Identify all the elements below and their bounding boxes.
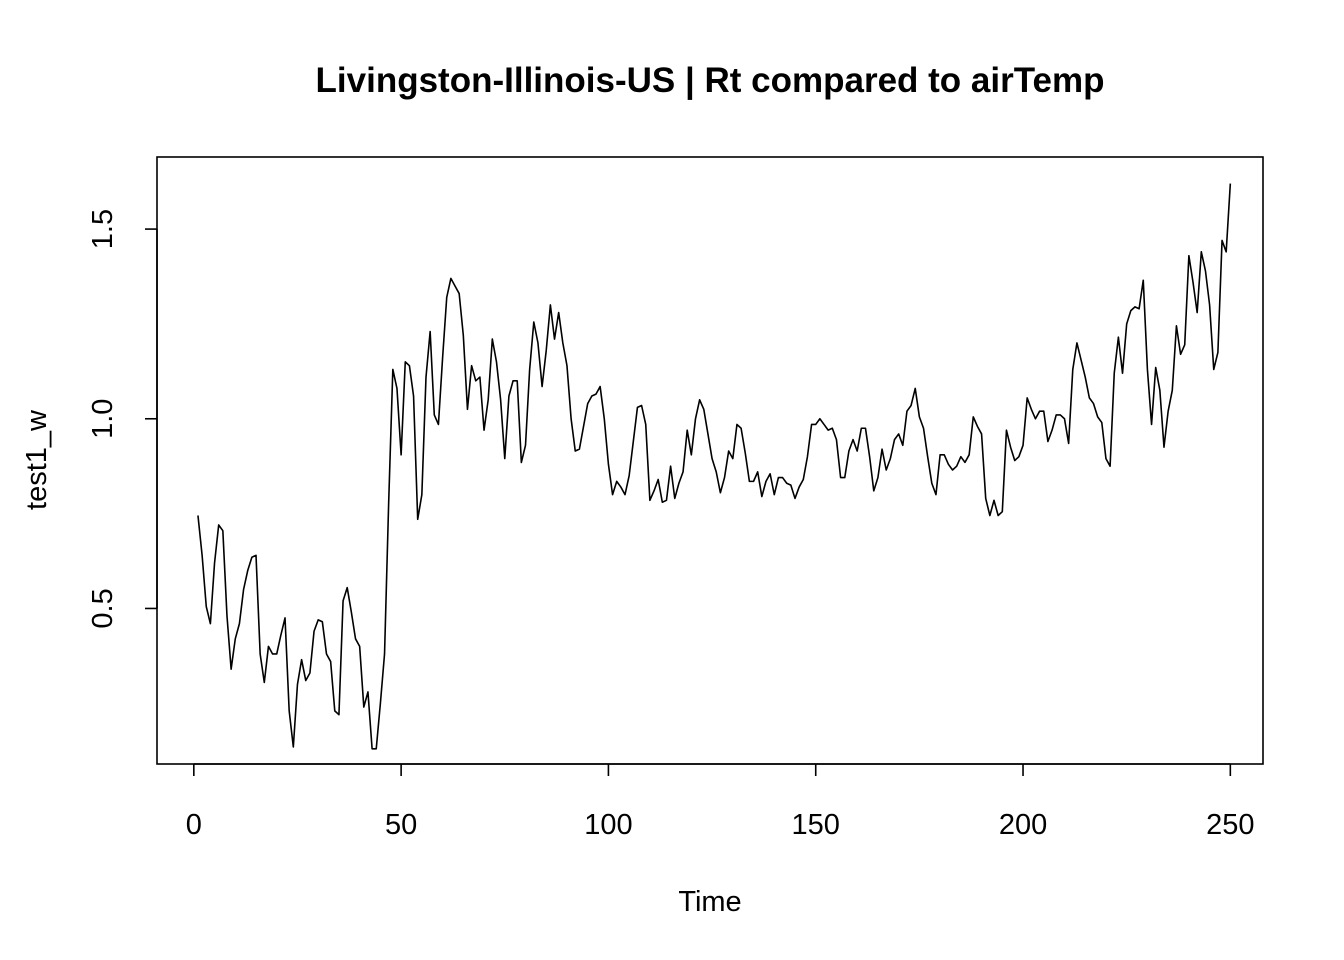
x-axis: 0 50 100 150 200 250: [186, 763, 1255, 841]
x-tick-label: 100: [584, 809, 632, 841]
plot-frame: [156, 156, 1264, 765]
x-tick-label: 250: [1206, 809, 1254, 841]
x-axis-label: Time: [678, 886, 741, 918]
x-tick-label: 200: [999, 809, 1047, 841]
y-axis: 0.5 1.0 1.5: [87, 209, 158, 629]
y-tick-label: 0.5: [87, 588, 119, 628]
y-tick-label: 1.0: [87, 399, 119, 439]
y-axis-label: test1_w: [21, 409, 53, 510]
x-tick-label: 0: [186, 809, 202, 841]
x-tick-label: 50: [385, 809, 417, 841]
series-line: [197, 183, 1232, 750]
x-tick-label: 150: [792, 809, 840, 841]
y-tick-label: 1.5: [87, 209, 119, 249]
chart-title: Livingston-Illinois-US | Rt compared to …: [316, 61, 1105, 100]
